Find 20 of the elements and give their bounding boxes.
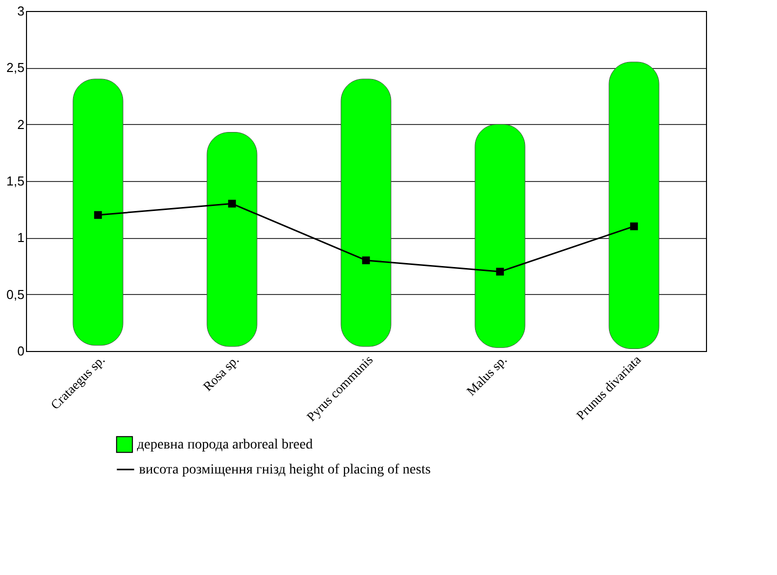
bar (206, 132, 258, 347)
y-tick-label: 1 (17, 230, 24, 246)
point (228, 200, 236, 208)
legend-label: висота розміщення гнізд height of placing of nests (139, 462, 431, 478)
bar (72, 78, 124, 346)
legend-label: деревна порода arboreal breed (137, 438, 313, 452)
point (630, 222, 638, 230)
point (362, 256, 370, 264)
y-tick-label: 3 (17, 4, 24, 18)
bar (474, 124, 526, 348)
point (94, 211, 102, 219)
bar (608, 62, 660, 349)
point (496, 268, 504, 276)
y-tick-label: 2,5 (6, 60, 24, 76)
y-tick-label: 0 (17, 344, 24, 358)
bar (340, 78, 392, 347)
y-tick-label: 1,5 (6, 174, 24, 188)
x-tick-label: Rosa sp. (200, 352, 242, 394)
y-tick-label: 0,5 (6, 286, 24, 302)
y-tick-label: 2 (17, 116, 24, 132)
